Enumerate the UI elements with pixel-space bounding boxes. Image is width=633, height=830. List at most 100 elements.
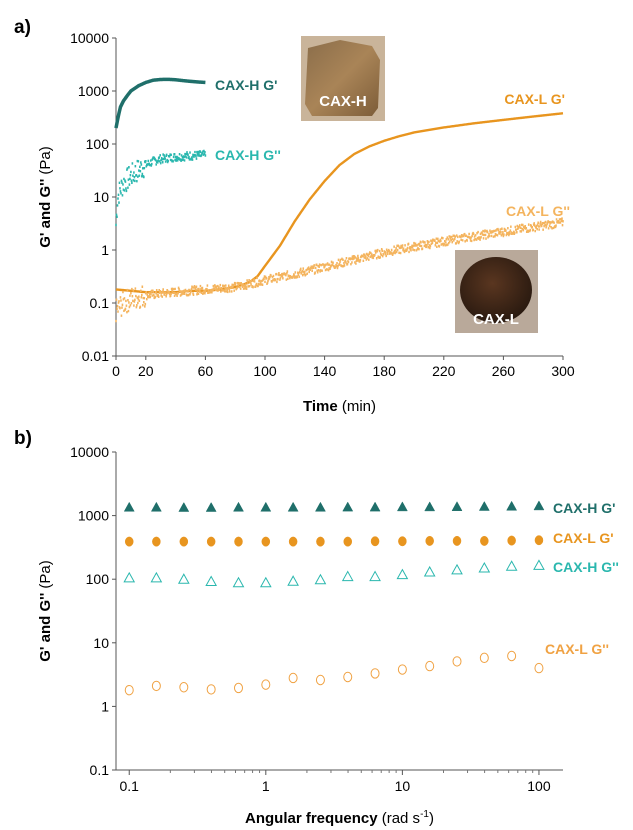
data-point [507, 535, 516, 546]
data-point [505, 560, 518, 571]
y-tick-label: 1 [101, 698, 109, 714]
series-cax-l-g-prime: CAX-L G' [124, 530, 614, 547]
data-point [506, 500, 518, 511]
y-axis-title: G' and G'' (Pa) [37, 560, 54, 662]
data-point [507, 650, 517, 662]
x-tick-label: 20 [138, 363, 154, 379]
data-point [179, 682, 189, 693]
x-tick-label: 180 [373, 363, 397, 379]
x-tick-label: 0 [112, 363, 120, 379]
data-point [478, 561, 491, 573]
x-tick-label: 100 [527, 778, 551, 794]
x-tick-label: 300 [551, 363, 575, 379]
x-tick-label: 1 [262, 778, 270, 794]
data-point [123, 501, 135, 512]
data-point [150, 501, 162, 512]
x-tick-label: 10 [395, 778, 411, 794]
series-label-cax-l-g-double-prime: CAX-L G'' [506, 203, 570, 219]
data-point [151, 680, 161, 692]
data-point [370, 668, 380, 679]
series-points [115, 217, 564, 323]
cax-l-photo-label: CAX-L [473, 311, 519, 328]
data-point [425, 535, 434, 546]
series-cax-l-g-double-prime: CAX-L G'' [115, 203, 570, 323]
data-point [480, 535, 489, 546]
data-point [396, 501, 408, 512]
y-tick-label: 1000 [78, 508, 109, 524]
data-point [341, 570, 354, 582]
data-point [398, 536, 407, 547]
y-tick-label: 1 [101, 242, 109, 258]
y-tick-label: 10 [93, 635, 109, 651]
y-tick-label: 0.01 [82, 348, 109, 364]
data-point [288, 672, 298, 684]
data-point [451, 563, 463, 575]
series-label-cax-l-g-double-prime: CAX-L G'' [545, 641, 609, 657]
data-point [316, 536, 325, 547]
data-point [179, 536, 189, 547]
data-point [452, 656, 462, 667]
x-tick-label: 140 [313, 363, 337, 379]
data-point [177, 573, 190, 584]
cax-l-gel-image [460, 257, 532, 323]
panel-a-label: a) [14, 17, 31, 38]
data-point [369, 501, 381, 512]
y-tick-label: 100 [86, 136, 110, 152]
data-point [533, 500, 545, 511]
data-point [478, 500, 490, 511]
series-cax-h-g-double-prime: CAX-H G'' [123, 559, 619, 588]
data-point [259, 576, 272, 588]
x-tick-label: 100 [253, 363, 277, 379]
panel-a: CAX-H CAX-L 0.01 0.1 1 10 100 1000 10000 0 20 60 1… [37, 30, 575, 415]
series-label-cax-h-g-double-prime: CAX-H G'' [215, 147, 281, 163]
panel-a-plot: 0.01 0.1 1 10 100 1000 10000 0 20 60 100 140 180 220 2… [37, 30, 575, 415]
x-tick-label: 0.1 [120, 778, 140, 794]
series-label-cax-l-g-prime: CAX-L G' [553, 530, 614, 546]
y-tick-label: 1000 [78, 83, 109, 99]
data-point [342, 501, 354, 512]
y-tick-label: 10000 [70, 30, 109, 46]
series-cax-h-g-prime: CAX-H G' [114, 77, 277, 129]
y-axis-title: G' and G'' (Pa) [37, 146, 54, 248]
data-point [315, 501, 326, 512]
data-point [205, 502, 217, 512]
x-axis-unit-exponent: -1 [420, 809, 429, 820]
data-point [205, 575, 218, 587]
panel-b: 0.1 1 10 100 1000 10000 0.1 1 10 100 Angular frequ… [37, 444, 619, 827]
data-point [343, 536, 352, 547]
data-point [423, 565, 436, 577]
x-axis-unit-close: ) [429, 810, 434, 827]
y-tick-label: 10 [93, 189, 109, 205]
x-axis-title: Time (min) [303, 398, 376, 415]
data-point [343, 671, 353, 683]
data-point [370, 536, 380, 547]
cax-h-photo-label: CAX-H [319, 93, 367, 110]
series-cax-l-g-double-prime: CAX-L G'' [124, 641, 609, 696]
data-point [234, 536, 243, 547]
data-point [178, 502, 190, 512]
data-point [397, 664, 407, 675]
x-axis-unit: (rad s [382, 810, 420, 827]
x-axis-unit: (min) [342, 398, 376, 415]
data-point [206, 684, 216, 695]
data-point [287, 575, 299, 586]
data-point [260, 501, 272, 512]
panel-a-photo-cax-l: CAX-L [455, 250, 538, 333]
y-tick-label: 10000 [70, 444, 109, 460]
data-point [150, 571, 163, 583]
panel-b-plot: 0.1 1 10 100 1000 10000 0.1 1 10 100 Angular frequ… [37, 444, 619, 827]
data-point [233, 501, 244, 512]
data-point [424, 501, 436, 512]
data-point [425, 660, 435, 672]
data-point [369, 570, 381, 582]
data-point [261, 536, 271, 547]
data-point [232, 576, 245, 588]
series-label-cax-h-g-prime: CAX-H G' [215, 77, 277, 93]
data-point [261, 679, 271, 690]
series-label-cax-l-g-prime: CAX-L G' [504, 91, 565, 107]
data-point [288, 536, 298, 547]
series-points [115, 149, 207, 227]
data-point [533, 559, 545, 570]
y-tick-label: 100 [86, 571, 110, 587]
data-point [534, 535, 544, 546]
